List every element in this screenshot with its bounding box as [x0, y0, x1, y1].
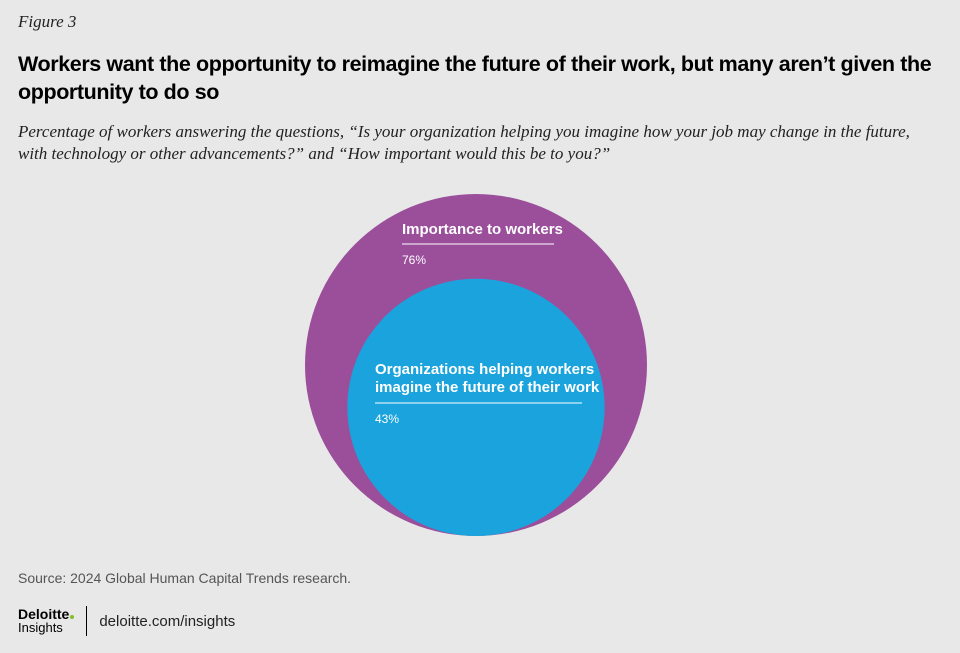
- logo-subtext: Insights: [18, 620, 63, 635]
- chart-subtitle: Percentage of workers answering the ques…: [18, 122, 910, 163]
- footer-divider: [86, 606, 88, 636]
- deloitte-insights-logo: Deloitte Insights: [18, 607, 75, 635]
- logo-wordmark: Deloitte: [18, 607, 75, 621]
- importance-series-name: Importance to workers: [402, 221, 563, 238]
- importance-value-label: 76%: [402, 253, 426, 267]
- source-note: Source: 2024 Global Human Capital Trends…: [18, 570, 352, 586]
- organizations-series-name: Organizations helping workers imagine th…: [375, 361, 600, 396]
- footer: Deloitte Insights deloitte.com/insights: [18, 604, 235, 638]
- organizations-series-name-line2: imagine the future of their work: [375, 379, 600, 396]
- chart-title: Workers want the opportunity to reimagin…: [18, 52, 932, 104]
- figure-label: Figure 3: [18, 12, 77, 31]
- organizations-value-label: 43%: [375, 412, 399, 426]
- footer-url[interactable]: deloitte.com/insights: [99, 612, 236, 630]
- organizations-series-name-line1: Organizations helping workers: [375, 361, 594, 378]
- logo-green-dot: [70, 615, 75, 619]
- organizations-circle: [347, 278, 605, 536]
